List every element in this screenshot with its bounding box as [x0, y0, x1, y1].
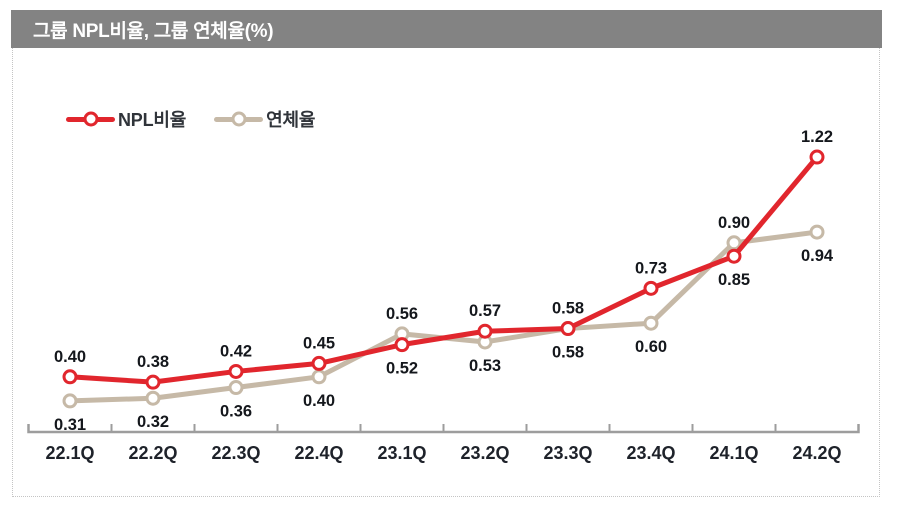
- data-point-label: 0.60: [635, 338, 667, 356]
- data-point-label: 0.45: [303, 334, 335, 352]
- x-tick-label: 24.2Q: [792, 443, 841, 463]
- data-point-label: 0.90: [718, 214, 750, 232]
- data-point-marker: [311, 369, 327, 385]
- data-point-marker: [62, 369, 78, 385]
- data-point-marker: [228, 363, 244, 379]
- x-tick-label: 23.2Q: [460, 443, 509, 463]
- data-point-label: 0.36: [220, 403, 252, 421]
- data-point-label: 0.31: [54, 416, 86, 434]
- data-point-label: 0.58: [552, 300, 584, 318]
- x-tick-label: 23.4Q: [626, 443, 675, 463]
- data-point-marker: [643, 315, 659, 331]
- series-line: [67, 229, 820, 404]
- data-point-label: 1.22: [801, 128, 833, 146]
- npl-series-marker-icon: [83, 111, 98, 127]
- data-point-marker: [560, 321, 576, 337]
- data-point-label: 0.57: [469, 302, 501, 320]
- series-line: [67, 154, 820, 385]
- data-point-marker: [394, 337, 410, 353]
- data-point-label: 0.58: [552, 344, 584, 362]
- data-point-label: 0.73: [635, 259, 667, 277]
- data-point-marker: [726, 235, 742, 251]
- data-point-marker: [809, 149, 825, 165]
- delinquency-series-line-icon: [214, 111, 264, 127]
- delinquency-series-marker-icon: [231, 111, 247, 127]
- data-point-label: 0.56: [386, 305, 418, 323]
- x-tick-label: 22.3Q: [211, 443, 260, 463]
- data-point-label: 0.40: [303, 392, 335, 410]
- npl-series-line-icon: [66, 111, 115, 127]
- x-tick-label: 22.1Q: [45, 443, 94, 463]
- data-point-marker: [311, 355, 327, 371]
- data-point-marker: [809, 224, 825, 240]
- x-tick-label: 22.2Q: [128, 443, 177, 463]
- x-tick-label: 23.3Q: [543, 443, 592, 463]
- legend-label-npl-ratio: NPL비율: [118, 110, 187, 130]
- data-point-marker: [643, 280, 659, 296]
- chart-legend: NPL비율 연체율: [66, 106, 343, 132]
- x-tick-label: 24.1Q: [709, 443, 758, 463]
- data-point-label: 0.52: [386, 360, 418, 378]
- data-point-marker: [726, 248, 742, 264]
- data-point-label: 0.40: [54, 348, 86, 366]
- legend-item-npl-ratio: NPL비율: [66, 106, 186, 132]
- legend-label-delinquency-rate: 연체율: [266, 110, 316, 130]
- data-point-marker: [477, 323, 493, 339]
- chart-title-banner: 그룹 NPL비율, 그룹 연체율(%): [11, 10, 882, 48]
- data-point-label: 0.32: [137, 413, 169, 431]
- data-point-marker: [62, 393, 78, 409]
- chart-title: 그룹 NPL비율, 그룹 연체율(%): [33, 20, 274, 42]
- data-point-label: 0.42: [220, 342, 252, 360]
- data-point-label: 0.85: [718, 271, 750, 289]
- data-point-label: 0.53: [469, 357, 501, 375]
- data-point-marker: [228, 380, 244, 396]
- chart-plot-container: [12, 48, 880, 497]
- data-point-label: 0.38: [137, 353, 169, 371]
- data-point-marker: [145, 390, 161, 406]
- data-point-label: 0.94: [801, 247, 834, 265]
- x-tick-label: 23.1Q: [377, 443, 426, 463]
- data-point-marker: [145, 374, 161, 390]
- legend-item-delinquency-rate: 연체율: [214, 106, 315, 132]
- x-tick-label: 22.4Q: [294, 443, 343, 463]
